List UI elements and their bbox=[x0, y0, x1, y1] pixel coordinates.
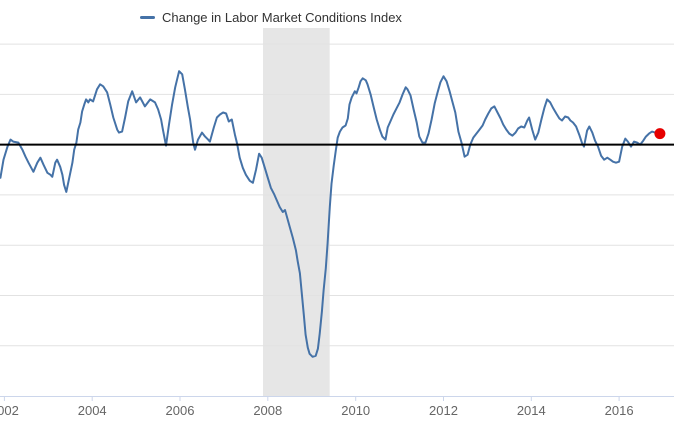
x-axis-tick-label: 2012 bbox=[429, 403, 458, 418]
x-axis-tick-label: 2006 bbox=[166, 403, 195, 418]
legend-label: Change in Labor Market Conditions Index bbox=[162, 10, 402, 25]
series-line bbox=[0, 70, 661, 358]
x-axis-tick-label: 2004 bbox=[78, 403, 107, 418]
x-axis-tick-label: 2010 bbox=[341, 403, 370, 418]
x-axis-tick-label: 2008 bbox=[253, 403, 282, 418]
legend[interactable]: Change in Labor Market Conditions Index bbox=[140, 10, 402, 25]
legend-line-marker bbox=[140, 16, 155, 19]
last-point-marker bbox=[654, 128, 666, 140]
x-axis-tick-label: 2014 bbox=[517, 403, 546, 418]
x-axis-tick-label: 2002 bbox=[0, 403, 19, 418]
x-axis-tick-label: 2016 bbox=[605, 403, 634, 418]
